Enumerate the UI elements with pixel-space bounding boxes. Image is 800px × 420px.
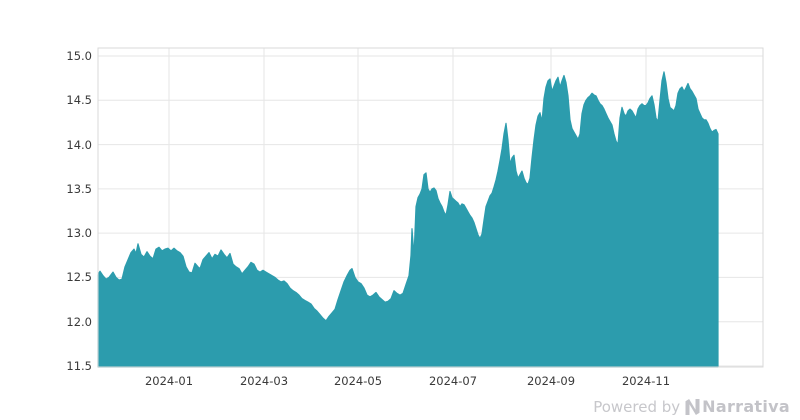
y-axis-tick-label: 13.5: [66, 181, 92, 196]
x-axis-tick-label: 2024-09: [526, 374, 576, 388]
y-axis-tick-label: 14.5: [66, 93, 92, 108]
brand-lockup: Narrativa: [685, 397, 790, 416]
y-axis-tick-label: 11.5: [66, 359, 92, 373]
y-axis-tick-label: 12.5: [66, 270, 92, 285]
brand-name: Narrativa: [702, 397, 790, 416]
y-axis-tick-label: 14.0: [66, 137, 92, 152]
powered-by-text: Powered by: [593, 397, 681, 416]
y-axis-tick-label: 15.0: [66, 49, 92, 63]
y-axis-tick-label: 12.0: [66, 314, 92, 329]
x-axis-tick-label: 2024-01: [144, 374, 194, 388]
x-axis-tick-label: 2024-11: [621, 374, 671, 388]
y-axis-tick-label: 13.0: [66, 226, 92, 241]
x-axis-tick-label: 2024-05: [333, 374, 383, 388]
narrativa-logo-icon: [685, 398, 700, 415]
x-axis-tick-label: 2024-07: [428, 374, 478, 388]
x-axis-tick-label: 2024-03: [239, 374, 289, 388]
watermark: Powered by Narrativa: [593, 397, 790, 416]
